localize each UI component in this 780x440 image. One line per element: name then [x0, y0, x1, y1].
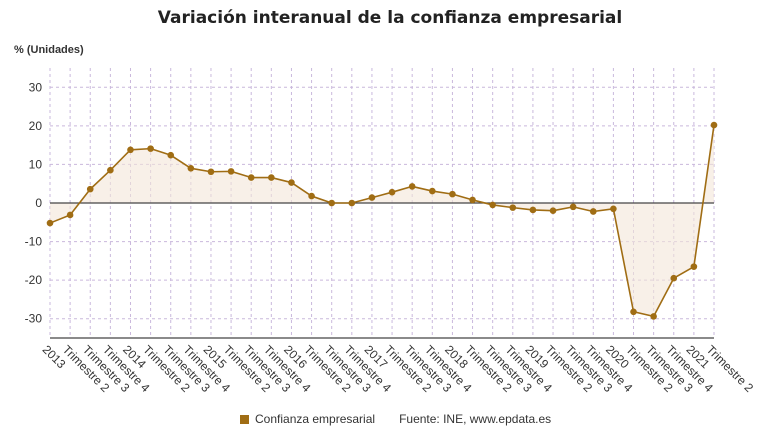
data-point [670, 274, 678, 282]
data-point [288, 179, 295, 186]
data-point [690, 263, 698, 270]
data-point [348, 199, 356, 207]
data-point [207, 168, 215, 176]
data-point [147, 145, 154, 152]
data-point [549, 207, 557, 215]
data-point [368, 194, 376, 201]
data-point [509, 204, 517, 211]
data-point [469, 196, 476, 204]
data-point [328, 199, 335, 207]
y-axis-label: % (Unidades) [14, 44, 84, 56]
data-point [630, 308, 637, 316]
legend: Confianza empresarial Fuente: INE, www.e… [240, 412, 551, 426]
chart-title: Variación interanual de la confianza emp… [157, 8, 623, 28]
legend-swatch [240, 414, 249, 424]
y-tick-label: -10 [25, 235, 43, 249]
data-point [127, 146, 134, 154]
source-note: Fuente: INE, www.epdata.es [399, 412, 552, 426]
data-point [489, 201, 496, 209]
data-point [429, 187, 436, 195]
data-point [268, 174, 275, 181]
y-tick-label: 20 [29, 119, 43, 133]
data-point [589, 208, 597, 215]
data-point [610, 205, 617, 213]
data-point [167, 151, 175, 159]
data-point [227, 168, 235, 175]
data-point [86, 185, 94, 193]
data-point [388, 188, 396, 196]
data-point [710, 121, 718, 129]
data-point [449, 190, 456, 198]
data-point [66, 211, 74, 219]
data-point [187, 164, 195, 172]
legend-label: Confianza empresarial [255, 412, 376, 426]
data-point [529, 206, 537, 214]
data-point [46, 219, 54, 227]
data-point [107, 166, 114, 174]
data-point [408, 183, 416, 190]
y-tick-label: -30 [25, 312, 43, 326]
data-point [569, 203, 577, 211]
y-tick-label: 10 [29, 157, 43, 171]
y-tick-label: 0 [35, 196, 42, 210]
y-tick-label: 30 [29, 80, 43, 94]
y-tick-label: -20 [25, 273, 43, 287]
data-point [650, 313, 657, 320]
data-point [308, 192, 315, 200]
area-fill [50, 125, 714, 317]
data-point [247, 174, 255, 181]
series-line-confianza [49, 124, 715, 318]
